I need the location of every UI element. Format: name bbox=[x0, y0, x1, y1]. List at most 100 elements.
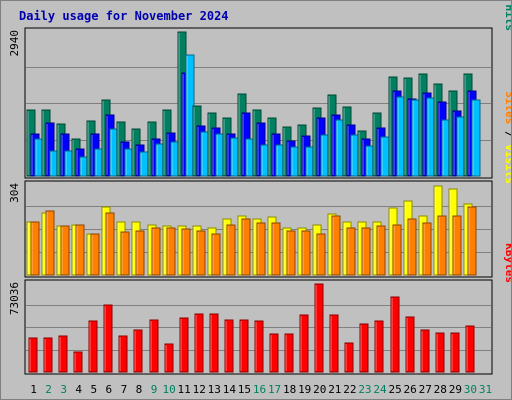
day-label-12: 12 bbox=[193, 383, 206, 396]
day-label-11: 11 bbox=[178, 383, 191, 396]
bar-sites-day-18 bbox=[286, 230, 296, 276]
bar-kbytes-day-10 bbox=[164, 343, 174, 373]
bar-kbytes-day-16 bbox=[254, 320, 264, 373]
bar-kbytes-day-1 bbox=[28, 337, 38, 373]
bar-sites-day-15 bbox=[241, 218, 251, 276]
bar-kbytes-day-3 bbox=[58, 335, 68, 373]
kbytes-panel: 73036 KBytes bbox=[8, 243, 511, 375]
side-label-part: Visits bbox=[503, 144, 511, 184]
bar-sites-day-20 bbox=[316, 233, 326, 276]
day-label-30: 30 bbox=[464, 383, 477, 396]
day-label-26: 26 bbox=[404, 383, 417, 396]
side-label-visits-panel: Sites / Visits bbox=[503, 91, 511, 184]
bar-kbytes-day-27 bbox=[420, 329, 430, 373]
bar-kbytes-day-5 bbox=[88, 320, 98, 373]
day-label-14: 14 bbox=[223, 383, 237, 396]
bar-sites-day-14 bbox=[226, 224, 236, 276]
bar-kbytes-day-9 bbox=[149, 319, 159, 373]
bar-sites-day-6 bbox=[105, 212, 115, 276]
day-label-3: 3 bbox=[60, 383, 67, 396]
bar-sites-day-26 bbox=[407, 218, 417, 276]
day-label-29: 29 bbox=[449, 383, 462, 396]
day-label-2: 2 bbox=[45, 383, 52, 396]
day-label-13: 13 bbox=[208, 383, 221, 396]
bar-sites-day-29 bbox=[452, 215, 462, 276]
bar-sites-day-2 bbox=[45, 210, 55, 276]
bar-sites-day-7 bbox=[120, 231, 130, 276]
bar-sites-day-16 bbox=[256, 222, 266, 276]
bar-pages-day-30 bbox=[471, 99, 481, 177]
bar-sites-day-27 bbox=[422, 222, 432, 276]
bar-sites-day-10 bbox=[166, 227, 176, 276]
visits-panel: 304 Sites / Visits bbox=[8, 91, 511, 278]
day-label-16: 16 bbox=[253, 383, 266, 396]
bar-kbytes-day-20 bbox=[314, 283, 324, 373]
bar-sites-day-11 bbox=[181, 228, 191, 276]
side-label-part: KBytes bbox=[503, 243, 511, 283]
day-label-1: 1 bbox=[30, 383, 37, 396]
chart-title: Daily usage for November 2024 bbox=[19, 9, 229, 23]
day-label-6: 6 bbox=[106, 383, 113, 396]
bar-sites-day-23 bbox=[361, 227, 371, 276]
bar-kbytes-day-7 bbox=[118, 335, 128, 373]
side-label-hits-panel: Pages / Files / Hits bbox=[503, 1, 511, 31]
bar-sites-day-28 bbox=[437, 215, 447, 276]
day-label-27: 27 bbox=[419, 383, 432, 396]
day-label-17: 17 bbox=[268, 383, 281, 396]
day-label-18: 18 bbox=[283, 383, 296, 396]
day-label-15: 15 bbox=[238, 383, 251, 396]
bar-sites-day-17 bbox=[271, 222, 281, 276]
bar-kbytes-day-11 bbox=[179, 317, 189, 373]
bar-kbytes-day-18 bbox=[284, 333, 294, 373]
day-label-9: 9 bbox=[151, 383, 158, 396]
day-label-22: 22 bbox=[343, 383, 356, 396]
bar-sites-day-4 bbox=[75, 224, 85, 276]
day-label-23: 23 bbox=[358, 383, 371, 396]
day-label-8: 8 bbox=[136, 383, 143, 396]
bar-sites-day-30 bbox=[467, 206, 477, 276]
bar-sites-day-1 bbox=[30, 221, 40, 276]
day-label-19: 19 bbox=[298, 383, 311, 396]
bar-sites-day-12 bbox=[196, 230, 206, 276]
bar-sites-day-13 bbox=[211, 233, 221, 276]
bar-sites-day-24 bbox=[376, 225, 386, 276]
side-label-part: / bbox=[503, 1, 511, 5]
day-label-4: 4 bbox=[75, 383, 82, 396]
bar-kbytes-day-13 bbox=[209, 313, 219, 373]
day-label-31: 31 bbox=[479, 383, 492, 396]
max-label-hits-panel: 2940 bbox=[8, 30, 21, 57]
day-label-21: 21 bbox=[328, 383, 341, 396]
bar-kbytes-day-12 bbox=[194, 313, 204, 373]
side-label-part: Sites bbox=[503, 91, 511, 124]
bar-sites-day-8 bbox=[135, 230, 145, 276]
max-label-kbytes-panel: 73036 bbox=[8, 282, 21, 315]
bar-kbytes-day-4 bbox=[73, 351, 83, 373]
bar-kbytes-day-25 bbox=[390, 296, 400, 373]
bar-kbytes-day-19 bbox=[299, 314, 309, 373]
bar-sites-day-22 bbox=[346, 227, 356, 276]
day-label-25: 25 bbox=[388, 383, 401, 396]
bar-kbytes-day-24 bbox=[374, 320, 384, 373]
bar-kbytes-day-8 bbox=[133, 329, 143, 373]
bar-kbytes-day-26 bbox=[405, 316, 415, 373]
bar-kbytes-day-21 bbox=[329, 314, 339, 373]
bar-kbytes-day-14 bbox=[224, 319, 234, 373]
bar-kbytes-day-6 bbox=[103, 304, 113, 373]
bar-kbytes-day-22 bbox=[344, 342, 354, 373]
side-label-part: / bbox=[503, 124, 511, 144]
max-label-visits-panel: 304 bbox=[8, 183, 21, 203]
day-label-5: 5 bbox=[90, 383, 97, 396]
bar-kbytes-day-29 bbox=[450, 332, 460, 373]
bar-sites-day-5 bbox=[90, 233, 100, 276]
bar-sites-day-19 bbox=[301, 230, 311, 276]
bar-kbytes-day-15 bbox=[239, 319, 249, 373]
bar-kbytes-day-23 bbox=[359, 323, 369, 373]
side-label-part: Hits bbox=[503, 5, 511, 32]
day-label-28: 28 bbox=[434, 383, 447, 396]
bar-kbytes-day-2 bbox=[43, 337, 53, 373]
bar-sites-day-9 bbox=[151, 227, 161, 276]
bar-sites-day-3 bbox=[60, 225, 70, 276]
hits-panel: 2940 Pages / Files / Hits bbox=[8, 1, 511, 179]
bar-kbytes-day-30 bbox=[465, 325, 475, 373]
